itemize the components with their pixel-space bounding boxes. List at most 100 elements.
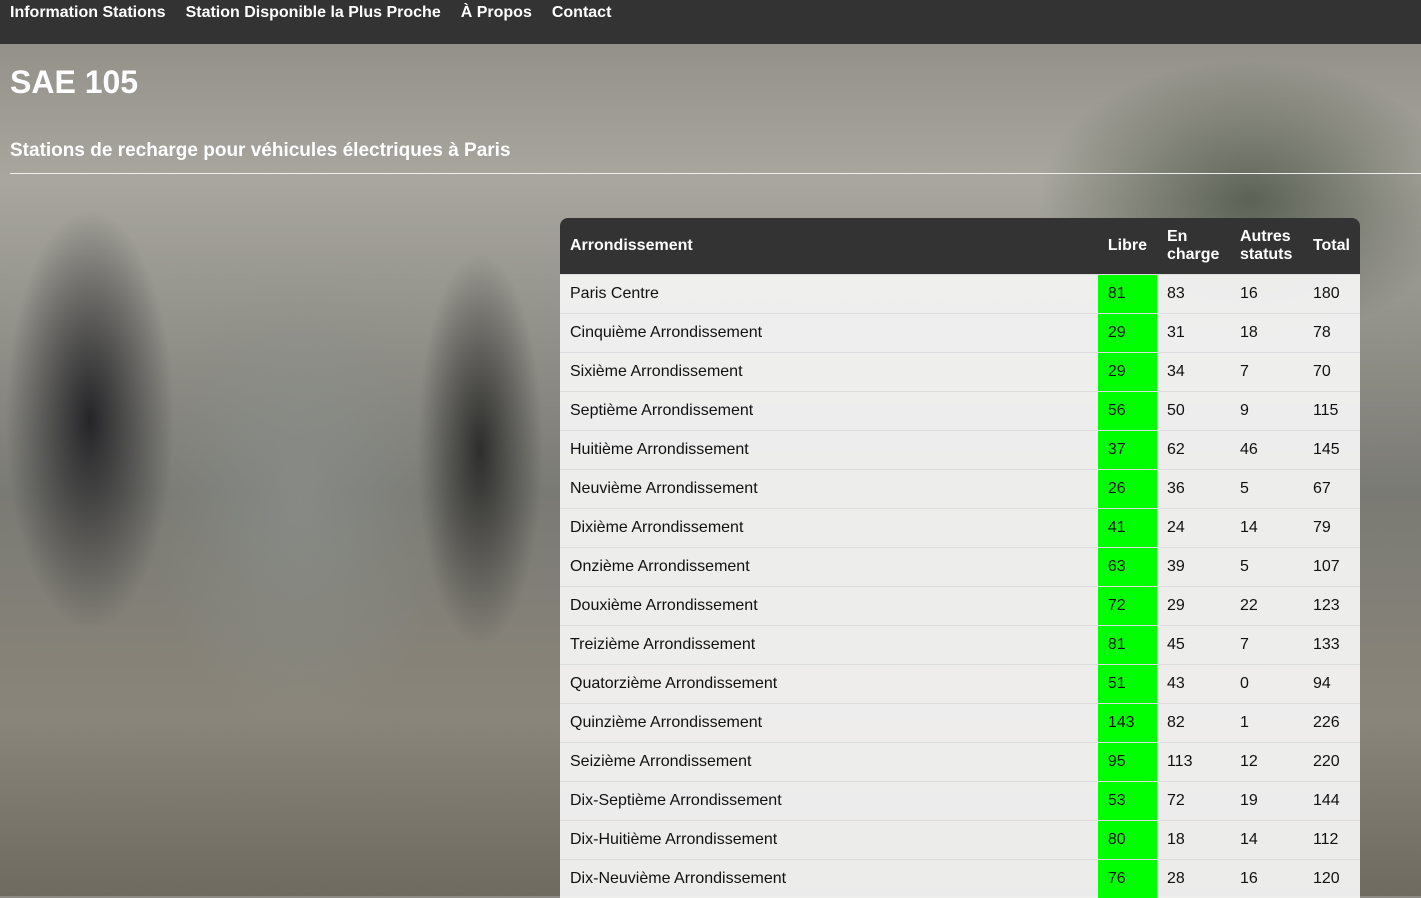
cell-en-charge: 18 bbox=[1157, 821, 1230, 860]
cell-autres-statuts: 19 bbox=[1230, 782, 1303, 821]
page-title: SAE 105 bbox=[10, 64, 138, 101]
cell-total: 79 bbox=[1303, 509, 1360, 548]
header-en-charge: En charge bbox=[1157, 218, 1230, 275]
cell-total: 180 bbox=[1303, 275, 1360, 314]
cell-autres-statuts: 0 bbox=[1230, 665, 1303, 704]
cell-en-charge: 62 bbox=[1157, 431, 1230, 470]
cell-autres-statuts: 5 bbox=[1230, 548, 1303, 587]
cell-autres-statuts: 14 bbox=[1230, 509, 1303, 548]
cell-arrondissement: Paris Centre bbox=[560, 275, 1098, 314]
header-arrondissement: Arrondissement bbox=[560, 218, 1098, 275]
cell-libre: 56 bbox=[1098, 392, 1157, 431]
cell-autres-statuts: 7 bbox=[1230, 353, 1303, 392]
cell-en-charge: 83 bbox=[1157, 275, 1230, 314]
cell-arrondissement: Sixième Arrondissement bbox=[560, 353, 1098, 392]
cell-libre: 81 bbox=[1098, 275, 1157, 314]
cell-arrondissement: Douxième Arrondissement bbox=[560, 587, 1098, 626]
cell-autres-statuts: 12 bbox=[1230, 743, 1303, 782]
nav-station-proche[interactable]: Station Disponible la Plus Proche bbox=[186, 4, 441, 22]
cell-arrondissement: Huitième Arrondissement bbox=[560, 431, 1098, 470]
cell-libre: 143 bbox=[1098, 704, 1157, 743]
cell-autres-statuts: 18 bbox=[1230, 314, 1303, 353]
cell-libre: 41 bbox=[1098, 509, 1157, 548]
cell-libre: 53 bbox=[1098, 782, 1157, 821]
cell-total: 70 bbox=[1303, 353, 1360, 392]
table-header-row: Arrondissement Libre En charge Autres st… bbox=[560, 218, 1360, 275]
header-total: Total bbox=[1303, 218, 1360, 275]
cell-libre: 26 bbox=[1098, 470, 1157, 509]
cell-en-charge: 36 bbox=[1157, 470, 1230, 509]
cell-autres-statuts: 5 bbox=[1230, 470, 1303, 509]
cell-total: 133 bbox=[1303, 626, 1360, 665]
top-nav: Information Stations Station Disponible … bbox=[0, 0, 1421, 44]
cell-arrondissement: Dix-Huitième Arrondissement bbox=[560, 821, 1098, 860]
cell-arrondissement: Neuvième Arrondissement bbox=[560, 470, 1098, 509]
cell-total: 112 bbox=[1303, 821, 1360, 860]
cell-en-charge: 72 bbox=[1157, 782, 1230, 821]
cell-autres-statuts: 22 bbox=[1230, 587, 1303, 626]
cell-arrondissement: Dix-Septième Arrondissement bbox=[560, 782, 1098, 821]
cell-arrondissement: Onzième Arrondissement bbox=[560, 548, 1098, 587]
cell-autres-statuts: 46 bbox=[1230, 431, 1303, 470]
cell-total: 226 bbox=[1303, 704, 1360, 743]
cell-total: 78 bbox=[1303, 314, 1360, 353]
cell-total: 107 bbox=[1303, 548, 1360, 587]
cell-arrondissement: Quatorzième Arrondissement bbox=[560, 665, 1098, 704]
page-subtitle: Stations de recharge pour véhicules élec… bbox=[10, 140, 511, 162]
cell-en-charge: 31 bbox=[1157, 314, 1230, 353]
cell-en-charge: 34 bbox=[1157, 353, 1230, 392]
cell-en-charge: 82 bbox=[1157, 704, 1230, 743]
stations-table: Arrondissement Libre En charge Autres st… bbox=[560, 218, 1360, 898]
cell-autres-statuts: 16 bbox=[1230, 275, 1303, 314]
cell-arrondissement: Dix-Neuvième Arrondissement bbox=[560, 860, 1098, 898]
cell-total: 123 bbox=[1303, 587, 1360, 626]
cell-total: 144 bbox=[1303, 782, 1360, 821]
cell-total: 115 bbox=[1303, 392, 1360, 431]
cell-libre: 76 bbox=[1098, 860, 1157, 898]
cell-libre: 81 bbox=[1098, 626, 1157, 665]
cell-total: 120 bbox=[1303, 860, 1360, 898]
cell-arrondissement: Seizième Arrondissement bbox=[560, 743, 1098, 782]
header-autres-statuts: Autres statuts bbox=[1230, 218, 1303, 275]
cell-autres-statuts: 16 bbox=[1230, 860, 1303, 898]
cell-autres-statuts: 14 bbox=[1230, 821, 1303, 860]
cell-libre: 37 bbox=[1098, 431, 1157, 470]
cell-en-charge: 29 bbox=[1157, 587, 1230, 626]
cell-arrondissement: Septième Arrondissement bbox=[560, 392, 1098, 431]
nav-contact[interactable]: Contact bbox=[552, 4, 612, 22]
header-libre: Libre bbox=[1098, 218, 1157, 275]
cell-autres-statuts: 7 bbox=[1230, 626, 1303, 665]
cell-libre: 72 bbox=[1098, 587, 1157, 626]
cell-arrondissement: Dixième Arrondissement bbox=[560, 509, 1098, 548]
cell-en-charge: 50 bbox=[1157, 392, 1230, 431]
cell-arrondissement: Cinquième Arrondissement bbox=[560, 314, 1098, 353]
cell-en-charge: 39 bbox=[1157, 548, 1230, 587]
cell-total: 220 bbox=[1303, 743, 1360, 782]
cell-libre: 29 bbox=[1098, 353, 1157, 392]
cell-libre: 80 bbox=[1098, 821, 1157, 860]
cell-en-charge: 43 bbox=[1157, 665, 1230, 704]
cell-en-charge: 28 bbox=[1157, 860, 1230, 898]
cell-total: 94 bbox=[1303, 665, 1360, 704]
cell-total: 67 bbox=[1303, 470, 1360, 509]
cell-libre: 63 bbox=[1098, 548, 1157, 587]
cell-libre: 29 bbox=[1098, 314, 1157, 353]
nav-a-propos[interactable]: À Propos bbox=[461, 4, 532, 22]
nav-information-stations[interactable]: Information Stations bbox=[10, 4, 166, 22]
divider bbox=[10, 173, 1421, 174]
